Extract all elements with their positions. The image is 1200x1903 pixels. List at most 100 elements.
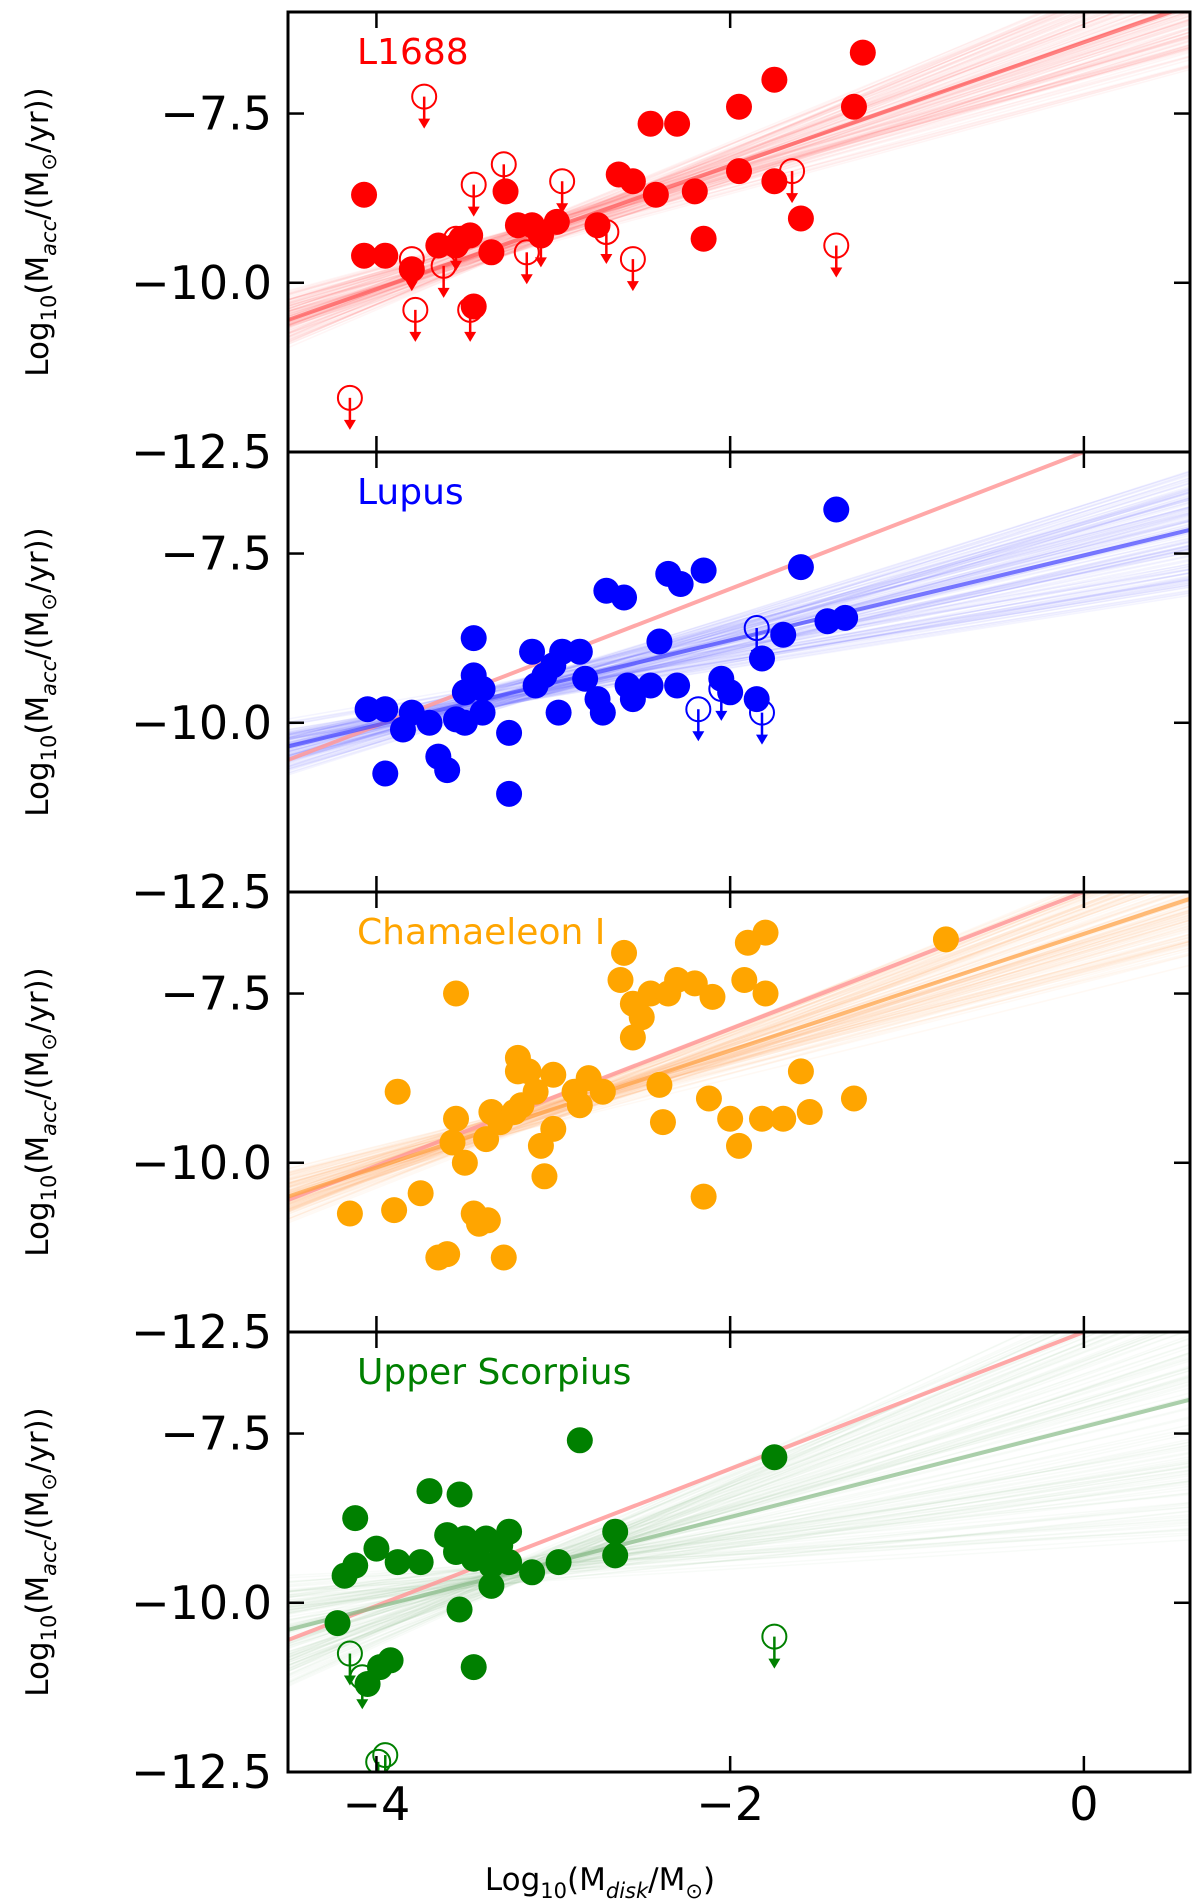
posterior-line	[288, 12, 1084, 322]
posterior-line	[288, 12, 1152, 312]
detection-point	[681, 970, 708, 997]
posterior-line	[288, 1332, 1062, 1684]
y-tick-label: −7.5	[160, 527, 272, 581]
upper-limit-arrow-head	[768, 1658, 781, 1669]
detection-point	[515, 1058, 542, 1085]
posterior-line	[288, 1458, 1190, 1616]
data-points	[354, 496, 859, 807]
posterior-line	[288, 1353, 1190, 1653]
posterior-line	[288, 1332, 1124, 1658]
detection-point	[726, 158, 752, 185]
posterior-line	[288, 943, 1190, 1177]
posterior-line	[288, 1357, 1190, 1634]
upper-limit-arrow-head	[556, 203, 569, 214]
posterior-line	[288, 1337, 1190, 1664]
posterior-line	[288, 926, 1190, 1176]
posterior-line	[288, 902, 1190, 1208]
posterior-line	[288, 1483, 1190, 1593]
posterior-line	[288, 940, 1190, 1176]
posterior-line	[288, 936, 1190, 1175]
upper-limit-point	[823, 232, 850, 278]
posterior-line	[288, 1332, 1090, 1671]
posterior-line	[288, 892, 1164, 1199]
posterior-line	[288, 492, 1190, 758]
posterior-line	[288, 1493, 1190, 1584]
posterior-line	[288, 480, 1190, 761]
detection-point	[743, 686, 770, 713]
detection-point	[932, 926, 959, 953]
posterior-line	[288, 1332, 1052, 1672]
detection-point	[770, 1105, 797, 1132]
panel-frame	[286, 1330, 1192, 1774]
posterior-line	[288, 1506, 1190, 1587]
posterior-line	[288, 519, 1190, 737]
posterior-line	[288, 511, 1190, 746]
posterior-line	[288, 912, 1190, 1200]
fit-lines	[288, 892, 1190, 1224]
posterior-line	[288, 1332, 1159, 1656]
best-fit-line	[288, 896, 1190, 1199]
posterior-line	[288, 572, 1190, 734]
posterior-line	[288, 1466, 1190, 1597]
x-axis-title: Log10(Mdisk/M⊙)	[485, 1862, 715, 1903]
upper-limit-arrow-head	[692, 731, 705, 742]
posterior-line	[288, 1480, 1190, 1598]
posterior-line	[288, 579, 1190, 731]
posterior-line	[288, 892, 1110, 1219]
detection-point	[416, 709, 443, 736]
detection-point	[699, 983, 726, 1010]
y-axis-title: Log10(Macc/(M⊙/yr))	[20, 87, 61, 377]
posterior-line	[288, 892, 1144, 1210]
posterior-line	[288, 892, 1190, 1213]
posterior-line	[288, 1367, 1190, 1643]
upper-limit-point	[398, 246, 425, 292]
reference-fit-line	[288, 1332, 1085, 1642]
posterior-line	[288, 941, 1190, 1195]
posterior-line	[288, 912, 1190, 1198]
upper-limit-point	[527, 222, 554, 268]
detection-point	[731, 967, 758, 993]
detection-point	[439, 1129, 466, 1156]
detection-point	[646, 628, 673, 655]
detection-point	[545, 699, 572, 726]
posterior-line	[288, 66, 1190, 312]
posterior-line	[288, 892, 1124, 1193]
posterior-line	[288, 1332, 1123, 1675]
posterior-line	[288, 591, 1190, 738]
posterior-line	[288, 1332, 1114, 1667]
detection-point	[667, 571, 694, 597]
y-tick-label: −12.5	[131, 1305, 272, 1359]
posterior-line	[288, 1332, 1101, 1667]
detection-point	[664, 110, 691, 137]
upper-limit-point	[513, 239, 540, 285]
posterior-line	[288, 68, 1190, 315]
detection-point	[443, 980, 470, 1007]
detection-point	[469, 699, 496, 726]
upper-limit-arrow-head	[467, 206, 480, 217]
upper-limit-arrow-head	[715, 710, 728, 721]
detection-point	[324, 1610, 351, 1637]
upper-limit-point	[365, 1748, 392, 1772]
upper-limit-point	[593, 219, 620, 264]
detection-point	[752, 919, 779, 946]
posterior-line	[288, 579, 1190, 732]
posterior-line	[288, 933, 1190, 1174]
posterior-line	[288, 65, 1190, 306]
posterior-line	[288, 1358, 1190, 1648]
posterior-line	[288, 924, 1190, 1198]
posterior-line	[288, 892, 1185, 1187]
detection-point	[351, 242, 378, 269]
posterior-line	[288, 1461, 1190, 1604]
upper-limit-point	[761, 1623, 788, 1669]
posterior-line	[288, 892, 1128, 1192]
posterior-line	[288, 915, 1190, 1203]
detection-point	[611, 939, 638, 966]
posterior-line	[288, 1332, 1141, 1656]
posterior-line	[288, 947, 1190, 1173]
upper-limit-arrow-head	[437, 287, 450, 298]
detection-point	[761, 168, 788, 195]
detection-point	[496, 1549, 523, 1576]
posterior-line	[288, 892, 1102, 1215]
posterior-line	[288, 563, 1190, 720]
upper-limit-arrow-head	[534, 257, 547, 268]
